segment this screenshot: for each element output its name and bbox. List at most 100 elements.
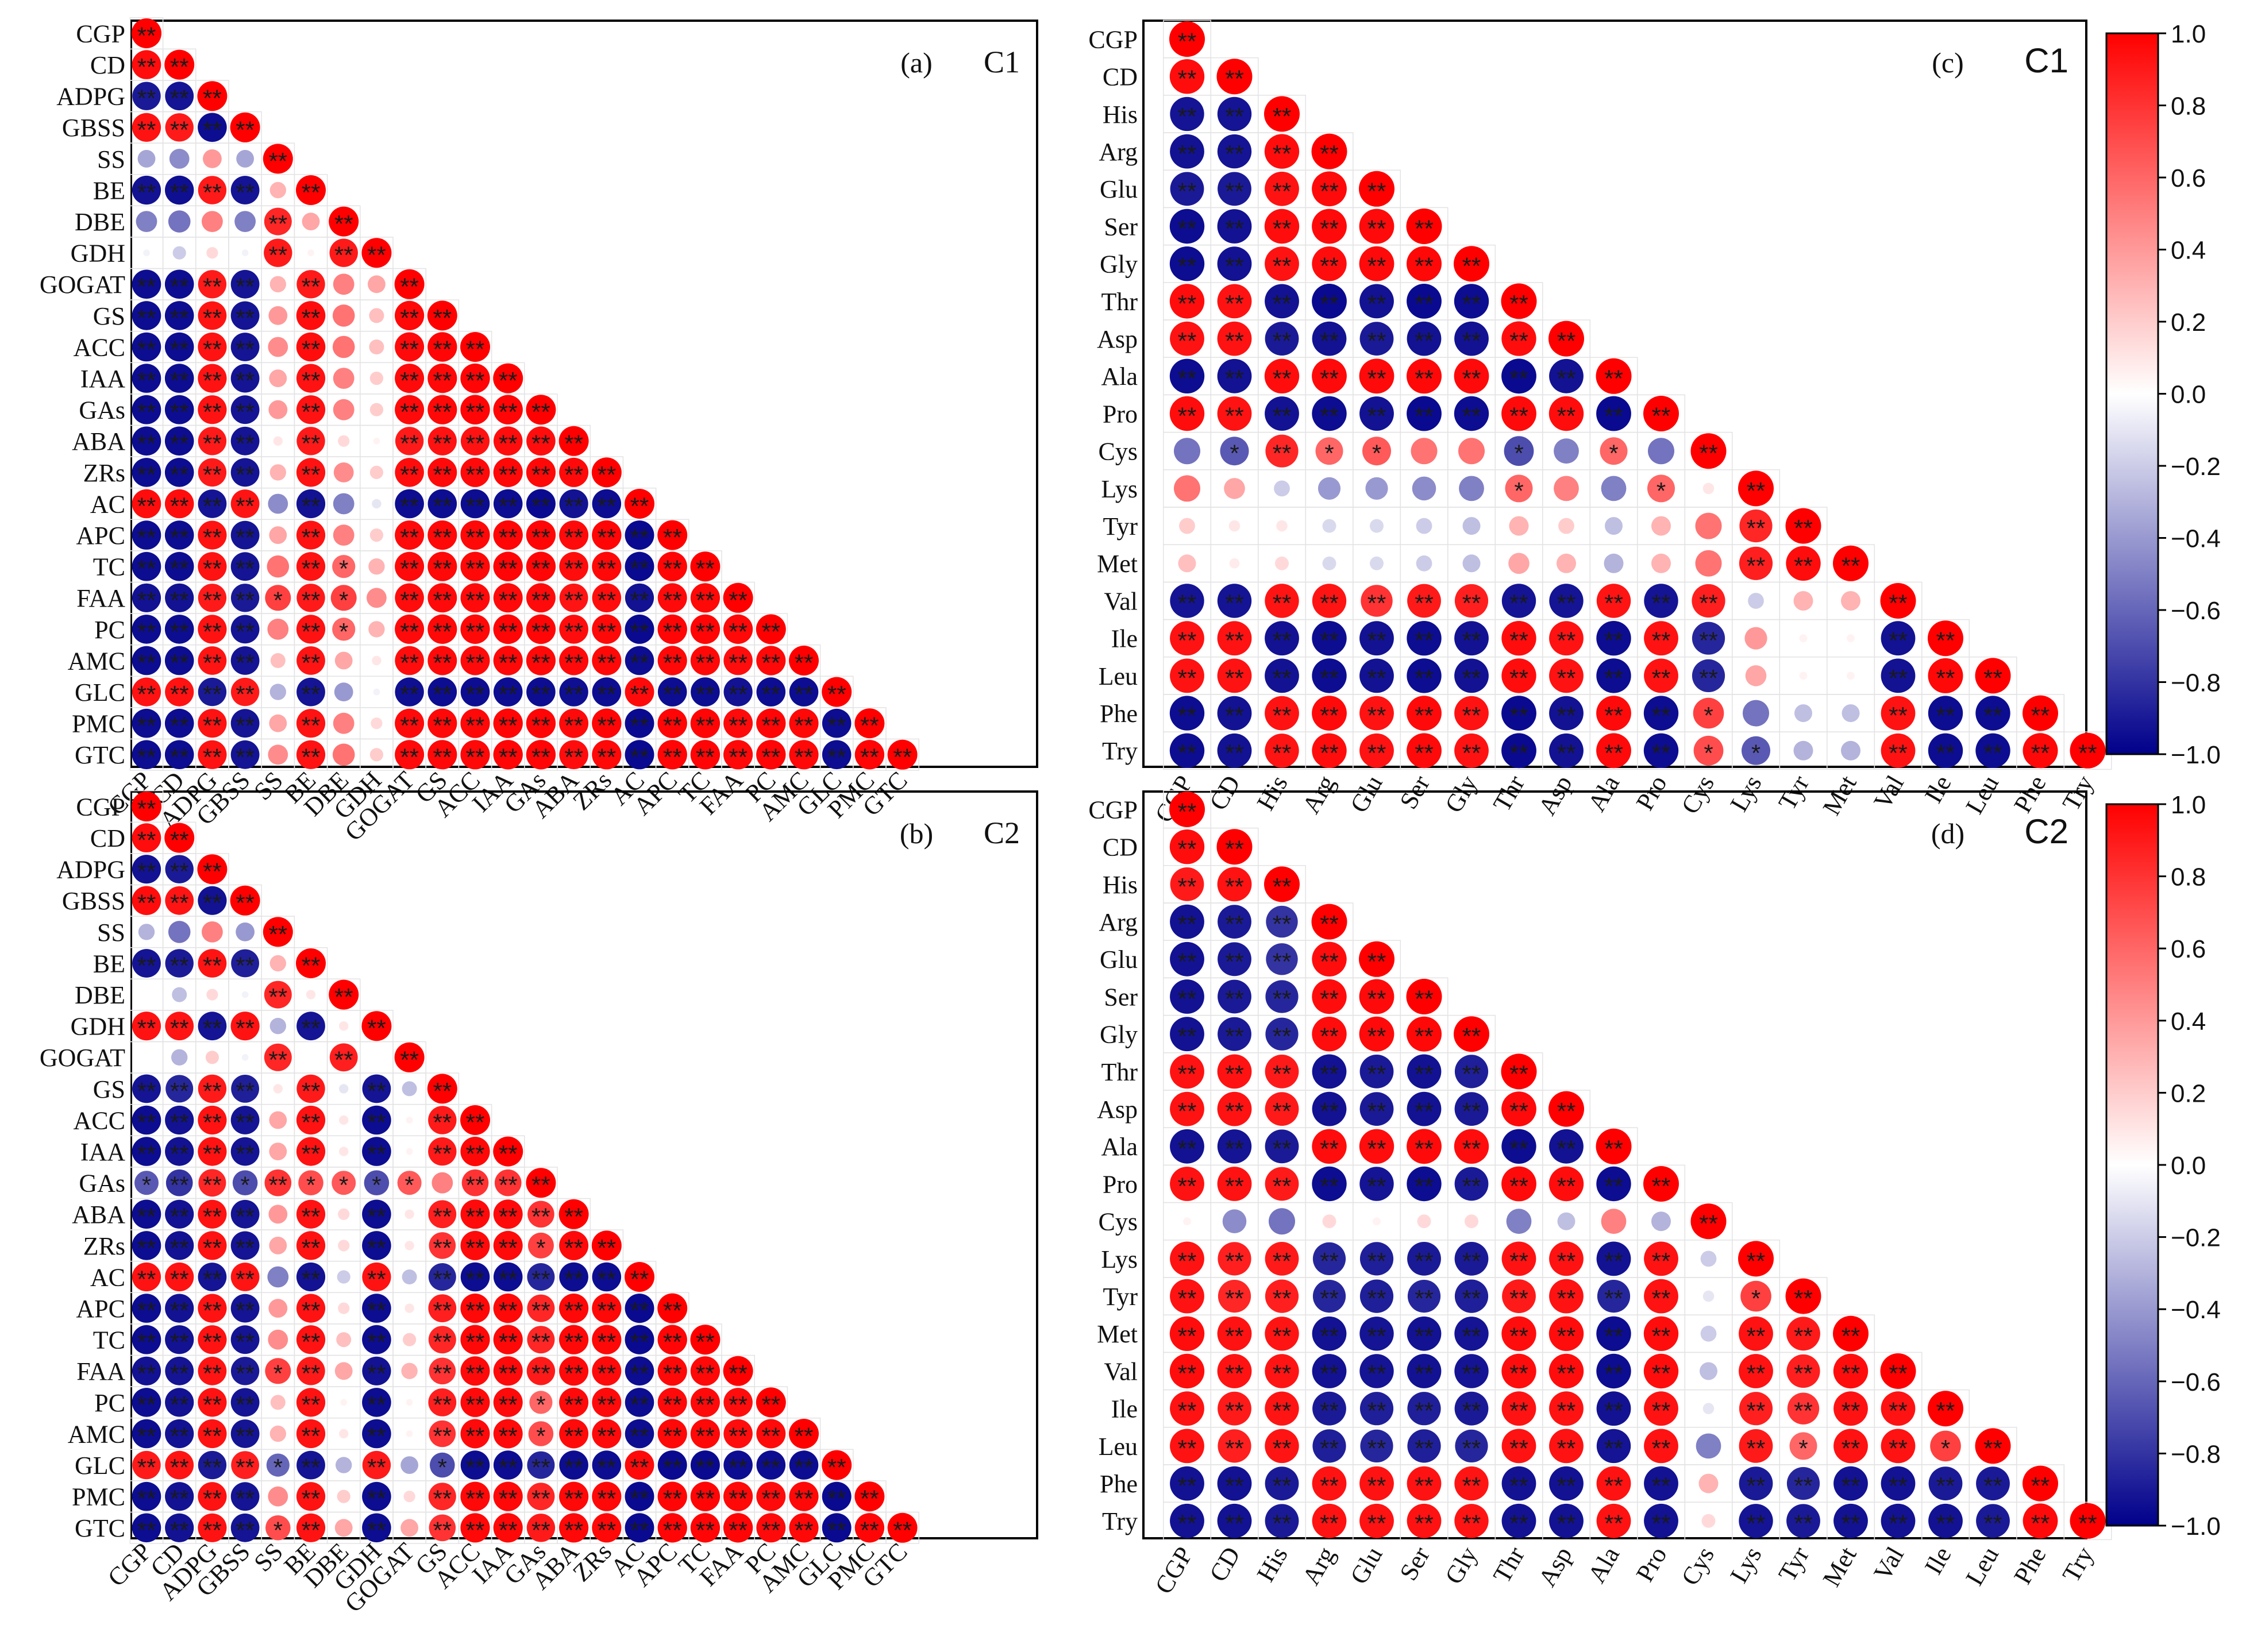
significance-mark: ** [499, 367, 518, 394]
significance-mark: ** [1273, 1285, 1292, 1312]
significance-mark: ** [531, 1485, 550, 1512]
significance-mark: ** [1557, 702, 1576, 729]
corr-circle-Tyr-His [1276, 520, 1288, 532]
row-label-Glu: Glu [1100, 175, 1138, 203]
corr-circle-GS-GOGAT [395, 300, 425, 331]
corr-circle-GAs-GDH [369, 403, 384, 416]
significance-mark: ** [1747, 515, 1766, 542]
significance-mark: ** [236, 524, 255, 551]
significance-mark: ** [696, 1329, 715, 1356]
significance-mark: ** [2078, 1510, 2097, 1537]
significance-mark: ** [433, 1234, 452, 1261]
significance-mark: ** [1178, 1248, 1197, 1275]
significance-mark: ** [1415, 627, 1434, 654]
significance-mark: ** [1225, 365, 1244, 392]
significance-mark: ** [170, 304, 189, 331]
significance-mark: ** [302, 1391, 321, 1418]
corr-circle-DBE-BE [306, 990, 316, 999]
row-label-ABA: ABA [72, 1201, 125, 1229]
significance-mark: ** [203, 336, 222, 363]
significance-mark: ** [597, 1516, 616, 1543]
corr-circle-AC-CGP [132, 489, 161, 519]
row-label-Thr: Thr [1101, 288, 1138, 316]
significance-mark: ** [203, 712, 222, 739]
corr-circle-ABA-GOGAT [395, 427, 424, 456]
significance-mark: ** [630, 1485, 649, 1512]
significance-mark: ** [663, 1297, 682, 1324]
significance-mark: ** [1842, 1398, 1860, 1425]
corr-circle-GBSS-ADPG [198, 113, 227, 142]
corr-circle-Val-Tyr [1793, 591, 1813, 611]
corr-circle-Try-Cys [1701, 1514, 1716, 1528]
corr-circle-IAA-ADPG [198, 364, 227, 393]
significance-mark: ** [466, 712, 485, 739]
row-label-GOGAT: GOGAT [40, 271, 125, 299]
significance-mark: ** [1367, 1135, 1386, 1162]
significance-mark: ** [170, 1015, 189, 1042]
significance-mark: ** [1509, 1472, 1528, 1499]
significance-mark: ** [1842, 1360, 1860, 1387]
corr-circle-BE-SS [269, 955, 286, 972]
significance-mark: ** [137, 650, 156, 677]
corr-circle-Cys-Asp [1557, 1212, 1575, 1230]
corr-circle-AC-GS [427, 489, 457, 519]
corr-circle-ABA-IAA [493, 426, 523, 456]
significance-mark: ** [531, 1297, 550, 1324]
significance-mark: ** [137, 430, 156, 457]
significance-mark: ** [137, 952, 156, 979]
significance-mark: ** [1794, 1285, 1813, 1312]
significance-mark: ** [170, 952, 189, 979]
corr-circle-GOGAT-GDH [368, 275, 386, 294]
significance-mark: ** [1604, 739, 1623, 766]
row-label-Met: Met [1097, 1320, 1138, 1348]
corr-circle-ACC-SS [269, 1111, 287, 1129]
row-label-Ile: Ile [1111, 1395, 1138, 1423]
significance-mark: ** [1225, 65, 1244, 92]
significance-mark: ** [1557, 1322, 1576, 1349]
significance-mark: * [536, 1391, 545, 1418]
colorbar-tick-label: 1.0 [2171, 20, 2206, 48]
significance-mark: ** [203, 1516, 222, 1543]
corr-circle-GOGAT-ADPG [198, 270, 227, 299]
corr-circle-AC-SS [268, 493, 288, 514]
significance-mark: ** [302, 1234, 321, 1261]
significance-mark: ** [466, 1423, 485, 1450]
significance-mark: ** [564, 1266, 583, 1293]
significance-mark: ** [1320, 1435, 1339, 1462]
significance-mark: ** [795, 650, 814, 677]
significance-mark: ** [564, 681, 583, 708]
significance-mark: ** [795, 712, 814, 739]
significance-mark: ** [1557, 327, 1576, 354]
significance-mark: ** [203, 952, 222, 979]
significance-mark: ** [1178, 253, 1197, 280]
significance-mark: ** [433, 681, 452, 708]
significance-mark: ** [531, 524, 550, 551]
significance-mark: ** [1652, 1285, 1671, 1312]
row-label-PC: PC [94, 616, 125, 644]
significance-mark: ** [1462, 665, 1481, 692]
significance-mark: * [306, 1172, 315, 1199]
significance-mark: ** [1652, 627, 1671, 654]
significance-mark: ** [367, 1485, 386, 1512]
significance-mark: ** [1273, 1135, 1292, 1162]
row-label-IAA: IAA [80, 1138, 125, 1166]
corr-circle-ZRs-ACC [460, 457, 490, 487]
significance-mark: ** [1367, 739, 1386, 766]
corr-circle-GS-DBE [339, 1084, 349, 1094]
significance-mark: ** [1320, 290, 1339, 317]
significance-mark: ** [1225, 1285, 1244, 1312]
significance-mark: ** [1604, 365, 1623, 392]
significance-mark: ** [1320, 1098, 1339, 1125]
significance-mark: ** [663, 650, 682, 677]
corr-circle-Cys-Thr [1506, 1209, 1532, 1234]
corr-circle-GS-SS [273, 1084, 283, 1094]
significance-mark: ** [236, 304, 255, 331]
significance-mark: * [1372, 440, 1381, 467]
significance-mark: ** [367, 1454, 386, 1481]
significance-mark: ** [564, 461, 583, 488]
significance-mark: ** [1225, 1398, 1244, 1425]
corr-circle-IAA-GOGAT [395, 364, 425, 393]
colorbar-tick-label: 0.0 [2171, 1152, 2206, 1180]
colorbar-tick-label: −0.6 [2171, 597, 2221, 625]
significance-mark: ** [663, 524, 682, 551]
